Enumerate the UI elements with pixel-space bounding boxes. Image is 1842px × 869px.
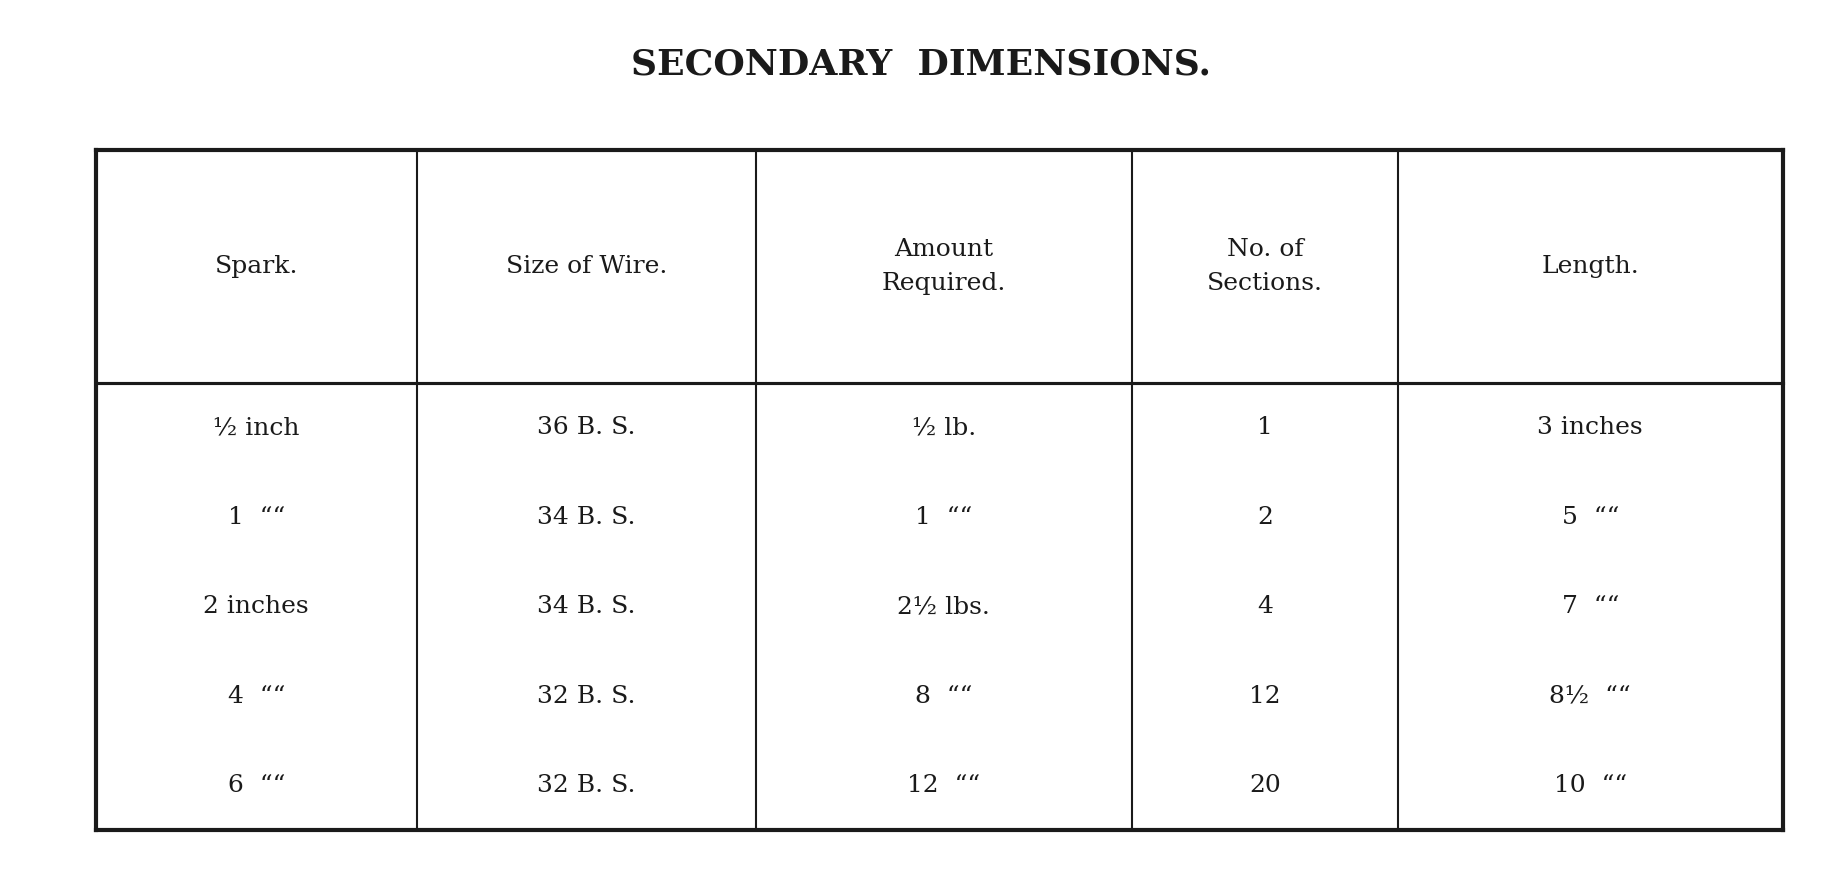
- Text: SECONDARY  DIMENSIONS.: SECONDARY DIMENSIONS.: [632, 48, 1210, 82]
- Text: 8  ““: 8 ““: [915, 685, 973, 707]
- Text: 6  ““: 6 ““: [228, 774, 286, 797]
- Text: 4  ““: 4 ““: [228, 685, 286, 707]
- Text: 3 inches: 3 inches: [1538, 416, 1643, 439]
- Text: 10  ““: 10 ““: [1553, 774, 1626, 797]
- Text: 2½ lbs.: 2½ lbs.: [897, 595, 991, 618]
- Text: 1  ““: 1 ““: [228, 506, 286, 528]
- Text: 1  ““: 1 ““: [915, 506, 973, 528]
- Text: 12  ““: 12 ““: [908, 774, 980, 797]
- Text: 12: 12: [1249, 685, 1280, 707]
- Text: No. of
Sections.: No. of Sections.: [1207, 238, 1323, 295]
- Text: ½ lb.: ½ lb.: [912, 416, 976, 439]
- Text: 7  ““: 7 ““: [1562, 595, 1619, 618]
- Text: 5  ““: 5 ““: [1562, 506, 1619, 528]
- Text: Amount
Required.: Amount Required.: [882, 238, 1006, 295]
- Text: ½ inch: ½ inch: [214, 416, 300, 439]
- Text: Length.: Length.: [1542, 255, 1639, 278]
- Text: Size of Wire.: Size of Wire.: [507, 255, 667, 278]
- Text: 32 B. S.: 32 B. S.: [538, 685, 635, 707]
- Text: 20: 20: [1249, 774, 1280, 797]
- Text: 32 B. S.: 32 B. S.: [538, 774, 635, 797]
- Text: 34 B. S.: 34 B. S.: [538, 595, 635, 618]
- Text: 1: 1: [1256, 416, 1273, 439]
- Text: 2 inches: 2 inches: [203, 595, 309, 618]
- Text: 8½  ““: 8½ ““: [1549, 685, 1632, 707]
- Text: 2: 2: [1256, 506, 1273, 528]
- Text: 4: 4: [1256, 595, 1273, 618]
- Text: 34 B. S.: 34 B. S.: [538, 506, 635, 528]
- Text: 36 B. S.: 36 B. S.: [538, 416, 635, 439]
- Text: Spark.: Spark.: [214, 255, 298, 278]
